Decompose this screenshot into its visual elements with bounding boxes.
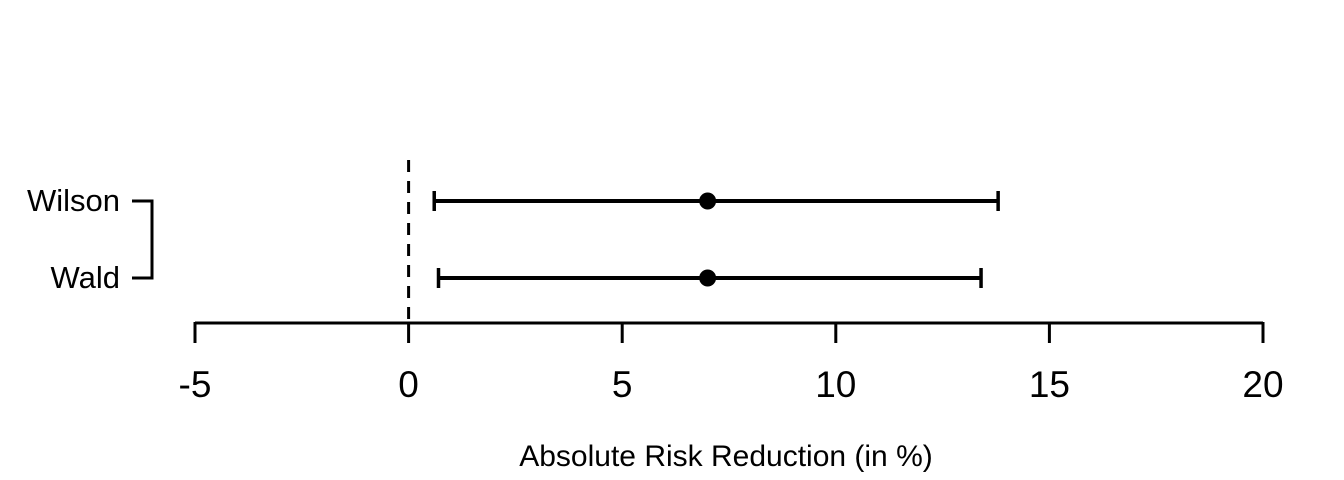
errorbar-wald xyxy=(436,268,983,288)
point-estimate-dot xyxy=(699,269,717,287)
category-label-wald: Wald xyxy=(51,260,120,295)
category-axis-group: Wilson Wald xyxy=(27,183,154,295)
point-estimate-dot xyxy=(699,192,717,210)
x-axis-tick-label: 5 xyxy=(612,364,633,405)
x-axis-tick-label: 20 xyxy=(1242,364,1283,405)
x-axis-tick-label: 10 xyxy=(815,364,856,405)
x-axis-tick-label: -5 xyxy=(179,364,212,405)
errorbar-series-group xyxy=(432,191,1000,288)
x-axis-group: -5 0 5 10 15 20 xyxy=(179,321,1284,405)
category-label-wilson: Wilson xyxy=(27,183,120,218)
x-axis-tick-label: 15 xyxy=(1029,364,1070,405)
errorbar-wilson xyxy=(432,191,1000,211)
x-axis-title: Absolute Risk Reduction (in %) xyxy=(519,440,933,473)
x-axis-tick-label: 0 xyxy=(398,364,419,405)
